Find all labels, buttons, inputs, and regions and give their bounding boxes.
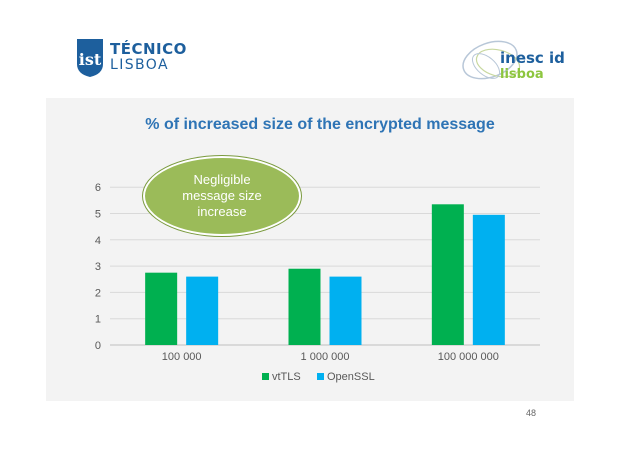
- legend-label: OpenSSL: [327, 371, 375, 383]
- y-tick-label: 0: [95, 340, 101, 352]
- tecnico-line1: TÉCNICO: [110, 40, 187, 58]
- y-tick-label: 1: [95, 314, 101, 326]
- x-tick-label: 100 000 000: [438, 351, 499, 363]
- tecnico-lisboa-logo: ist TÉCNICO LISBOA: [76, 38, 186, 80]
- bar-openssl: [472, 214, 505, 345]
- callout-text: Negligible message size increase: [182, 172, 262, 219]
- inesc-line2: lisboa: [500, 67, 544, 82]
- legend-swatch: [262, 373, 269, 380]
- bar-vttls: [288, 268, 321, 345]
- svg-text:ist: ist: [79, 50, 102, 69]
- legend-swatch: [317, 373, 324, 380]
- bar-vttls: [145, 272, 178, 345]
- x-tick-label: 100 000: [162, 351, 202, 363]
- x-tick-label: 1 000 000: [301, 351, 350, 363]
- y-tick-label: 6: [95, 182, 101, 194]
- bar-vttls: [431, 204, 464, 345]
- tecnico-wordmark: TÉCNICO LISBOA: [110, 41, 187, 73]
- bar-openssl: [329, 276, 362, 345]
- legend-label: vtTLS: [272, 371, 301, 383]
- page-number: 48: [526, 408, 537, 418]
- y-tick-label: 2: [95, 287, 101, 299]
- tecnico-line2: LISBOA: [110, 57, 169, 73]
- inesc-line1: inesc id: [500, 49, 565, 67]
- y-tick-label: 3: [95, 261, 101, 273]
- bar-openssl: [186, 276, 219, 345]
- chart-title: % of increased size of the encrypted mes…: [145, 116, 495, 133]
- callout-ellipse: Negligible message size increase: [143, 156, 301, 236]
- inesc-id-lisboa-logo: inesc id lisboa: [462, 40, 565, 82]
- y-tick-label: 4: [95, 235, 101, 247]
- y-tick-label: 5: [95, 209, 101, 221]
- tecnico-shield-icon: ist: [77, 39, 103, 77]
